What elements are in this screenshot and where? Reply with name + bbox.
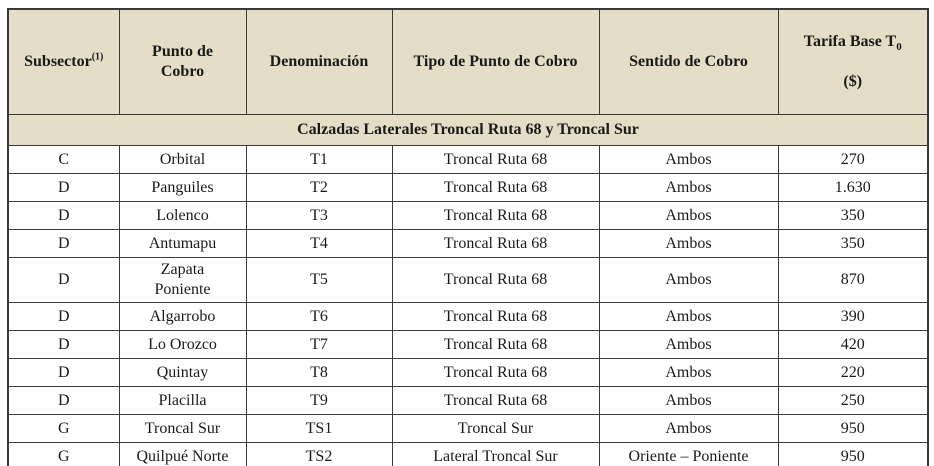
cell-sentido: Ambos	[598, 414, 779, 443]
cell-punto-de-cobro: Lo Orozco	[118, 330, 247, 359]
cell-subsector: D	[7, 386, 120, 415]
cell-denominacion: TS2	[245, 442, 393, 466]
cell-punto-de-cobro: Orbital	[118, 145, 247, 174]
cell-subsector: D	[7, 173, 120, 202]
cell-denominacion: T4	[245, 229, 393, 258]
cell-subsector: D	[7, 302, 120, 331]
col-header-subsector-label: Subsector	[24, 53, 92, 70]
cell-tipo: Troncal Ruta 68	[391, 229, 600, 258]
cell-tipo: Troncal Ruta 68	[391, 173, 600, 202]
cell-tarifa: 220	[777, 358, 929, 387]
cell-punto-de-cobro: Panguiles	[118, 173, 247, 202]
table-row: D Quintay T8 Troncal Ruta 68 Ambos 220	[7, 358, 929, 387]
header-row: Subsector(1) Punto de Cobro Denominación…	[7, 8, 929, 115]
col-header-tipo-punto-cobro: Tipo de Punto de Cobro	[391, 8, 600, 115]
cell-tarifa: 350	[777, 229, 929, 258]
cell-denominacion: T7	[245, 330, 393, 359]
cell-subsector: D	[7, 330, 120, 359]
toll-tariff-table: Subsector(1) Punto de Cobro Denominación…	[7, 8, 929, 466]
cell-denominacion: TS1	[245, 414, 393, 443]
cell-subsector: D	[7, 358, 120, 387]
cell-tipo: Troncal Ruta 68	[391, 145, 600, 174]
cell-denominacion: T8	[245, 358, 393, 387]
cell-subsector: D	[7, 229, 120, 258]
cell-tarifa: 350	[777, 201, 929, 230]
col-header-sentido-cobro: Sentido de Cobro	[598, 8, 779, 115]
cell-sentido: Ambos	[598, 330, 779, 359]
cell-punto-de-cobro: Lolenco	[118, 201, 247, 230]
cell-tipo: Troncal Ruta 68	[391, 257, 600, 303]
table-row: D Antumapu T4 Troncal Ruta 68 Ambos 350	[7, 229, 929, 258]
section-row: Calzadas Laterales Troncal Ruta 68 y Tro…	[7, 114, 929, 146]
col-header-punto-de-cobro: Punto de Cobro	[118, 8, 247, 115]
col-header-subsector: Subsector(1)	[7, 8, 120, 115]
cell-subsector: D	[7, 201, 120, 230]
cell-tipo: Troncal Sur	[391, 414, 600, 443]
section-title: Calzadas Laterales Troncal Ruta 68 y Tro…	[7, 114, 929, 146]
tarifa-base-line1: Tarifa Base T0	[803, 33, 902, 54]
cell-denominacion: T3	[245, 201, 393, 230]
col-header-tarifa-base: Tarifa Base T0 ($)	[777, 8, 929, 115]
cell-denominacion: T2	[245, 173, 393, 202]
tarifa-subscript: 0	[896, 41, 902, 54]
subsector-footnote-marker: (1)	[91, 51, 104, 63]
cell-sentido: Ambos	[598, 145, 779, 174]
cell-sentido: Ambos	[598, 386, 779, 415]
table-row: G Troncal Sur TS1 Troncal Sur Ambos 950	[7, 414, 929, 443]
cell-tipo: Troncal Ruta 68	[391, 386, 600, 415]
cell-denominacion: T9	[245, 386, 393, 415]
col-header-denominacion: Denominación	[245, 8, 393, 115]
cell-tarifa: 1.630	[777, 173, 929, 202]
cell-tarifa: 870	[777, 257, 929, 303]
tarifa-base-unit: ($)	[843, 73, 863, 90]
cell-tarifa: 250	[777, 386, 929, 415]
cell-sentido: Ambos	[598, 257, 779, 303]
cell-sentido: Oriente – Poniente	[598, 442, 779, 466]
table-row: D Placilla T9 Troncal Ruta 68 Ambos 250	[7, 386, 929, 415]
table-row: D Panguiles T2 Troncal Ruta 68 Ambos 1.6…	[7, 173, 929, 202]
table-row: C Orbital T1 Troncal Ruta 68 Ambos 270	[7, 145, 929, 174]
cell-sentido: Ambos	[598, 201, 779, 230]
cell-sentido: Ambos	[598, 173, 779, 202]
cell-subsector: C	[7, 145, 120, 174]
cell-punto-de-cobro: Algarrobo	[118, 302, 247, 331]
table-row: G Quilpué Norte TS2 Lateral Troncal Sur …	[7, 442, 929, 466]
cell-tarifa: 390	[777, 302, 929, 331]
cell-denominacion: T1	[245, 145, 393, 174]
cell-subsector: D	[7, 257, 120, 303]
cell-tipo: Lateral Troncal Sur	[391, 442, 600, 466]
cell-denominacion: T5	[245, 257, 393, 303]
cell-tipo: Troncal Ruta 68	[391, 358, 600, 387]
cell-tipo: Troncal Ruta 68	[391, 302, 600, 331]
table-row: D Lo Orozco T7 Troncal Ruta 68 Ambos 420	[7, 330, 929, 359]
cell-tarifa: 420	[777, 330, 929, 359]
cell-punto-de-cobro: Troncal Sur	[118, 414, 247, 443]
cell-punto-de-cobro: Antumapu	[118, 229, 247, 258]
cell-punto-de-cobro: Quilpué Norte	[118, 442, 247, 466]
cell-tarifa: 950	[777, 442, 929, 466]
cell-tipo: Troncal Ruta 68	[391, 201, 600, 230]
table-row: D Lolenco T3 Troncal Ruta 68 Ambos 350	[7, 201, 929, 230]
cell-tarifa: 950	[777, 414, 929, 443]
table-row: D Zapata Poniente T5 Troncal Ruta 68 Amb…	[7, 257, 929, 303]
table-row: D Algarrobo T6 Troncal Ruta 68 Ambos 390	[7, 302, 929, 331]
cell-denominacion: T6	[245, 302, 393, 331]
cell-subsector: G	[7, 414, 120, 443]
cell-subsector: G	[7, 442, 120, 466]
cell-punto-de-cobro: Quintay	[118, 358, 247, 387]
cell-tarifa: 270	[777, 145, 929, 174]
cell-tipo: Troncal Ruta 68	[391, 330, 600, 359]
cell-sentido: Ambos	[598, 302, 779, 331]
cell-punto-de-cobro: Zapata Poniente	[118, 257, 247, 303]
cell-sentido: Ambos	[598, 229, 779, 258]
cell-sentido: Ambos	[598, 358, 779, 387]
cell-punto-de-cobro: Placilla	[118, 386, 247, 415]
